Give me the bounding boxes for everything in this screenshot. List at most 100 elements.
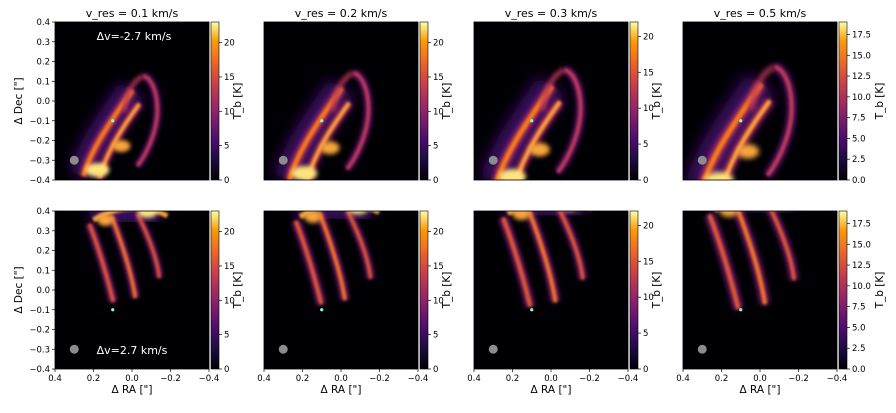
colorbar-tick-label: 17.5 xyxy=(852,30,871,40)
colorbar xyxy=(210,210,220,370)
y-tick-label: −0.4 xyxy=(29,176,50,186)
x-tick-label: 0.4 xyxy=(257,374,271,384)
y-tick-label: 0.4 xyxy=(36,18,50,28)
panel-r0-c0: Δv=-2.7 km/s v_res = 0.1 km/s −0.4 −0.3 −0.2… xyxy=(13,7,244,186)
colorbar-label: T_b [K] xyxy=(651,272,663,310)
panel-r1-c1: 0.4 0.2 0.0 −0.2 −0.4 Δ RA ["] 0 5 10 15 20 T_b [K] xyxy=(257,210,453,396)
y-tick-label: −0.3 xyxy=(29,156,50,166)
beam-ellipse xyxy=(69,344,79,354)
beam-ellipse xyxy=(278,155,288,165)
star-marker xyxy=(111,308,115,312)
x-axis-label: Δ RA ["] xyxy=(740,384,781,396)
x-tick-label: −0.4 xyxy=(618,374,639,384)
panel-r0-c3: v_res = 0.5 km/s 0.0 2.5 5.0 7.5 10.0 12.5 15.0… xyxy=(682,7,886,186)
beam-ellipse xyxy=(69,155,79,165)
x-tick-label: 0.0 xyxy=(544,374,558,384)
colorbar-tick-label: 15 xyxy=(433,262,444,272)
colorbar-label: T_b [K] xyxy=(441,272,453,310)
colorbar-tick-label: 0 xyxy=(643,176,648,186)
colorbar-tick-label: 15 xyxy=(224,262,235,272)
colorbar-tick-label: 7.5 xyxy=(852,114,866,124)
y-tick-label: 0.1 xyxy=(36,266,50,276)
colorbar-tick-label: 15.0 xyxy=(852,51,871,61)
colorbar-tick-label: 5 xyxy=(643,329,648,339)
colorbar-label: T_b [K] xyxy=(874,272,886,310)
y-tick-label: 0.1 xyxy=(36,77,50,87)
colorbar-tick-label: 0.0 xyxy=(852,365,866,375)
beam-ellipse xyxy=(488,155,498,165)
colorbar-tick-label: 5 xyxy=(224,142,229,152)
colorbar xyxy=(629,210,639,370)
column-title: v_res = 0.5 km/s xyxy=(714,7,807,20)
x-tick-label: −0.2 xyxy=(160,374,181,384)
colorbar-tick-label: 10 xyxy=(643,104,654,114)
colorbar-tick-label: 15 xyxy=(224,73,235,83)
colorbar-tick-label: 15 xyxy=(643,68,654,78)
colorbar-label: T_b [K] xyxy=(651,83,663,121)
y-tick-label: 0.2 xyxy=(36,247,50,257)
colorbar xyxy=(838,210,848,370)
colorbar-tick-label: 10 xyxy=(433,296,444,306)
colorbar-tick-label: 12.5 xyxy=(852,72,871,82)
colorbar-tick-label: 0 xyxy=(643,365,648,375)
star-marker xyxy=(320,119,324,123)
y-tick-label: 0.3 xyxy=(36,38,50,48)
y-tick-label: 0.4 xyxy=(36,207,50,217)
panel-r1-c3: 0.4 0.2 0.0 −0.2 −0.4Δ RA ["]0.02.55.07.510.… xyxy=(676,210,886,396)
y-tick-label: 0.0 xyxy=(36,97,50,107)
y-tick-label: −0.2 xyxy=(29,137,50,147)
axes-frame xyxy=(263,21,419,181)
star-marker xyxy=(739,119,743,123)
colorbar-tick-label: 5 xyxy=(224,331,229,341)
colorbar-tick-label: 5 xyxy=(433,142,438,152)
colorbar-tick-label: 15.0 xyxy=(852,240,871,250)
y-tick-label: 0.0 xyxy=(36,286,50,296)
beam-ellipse xyxy=(278,344,288,354)
x-tick-label: 0.4 xyxy=(467,374,481,384)
colorbar-tick-label: 2.5 xyxy=(852,155,866,165)
beam-ellipse xyxy=(697,344,707,354)
colorbar-tick-label: 20 xyxy=(433,39,444,49)
beam-ellipse xyxy=(697,155,707,165)
axes-frame xyxy=(473,21,629,181)
colorbar-tick-label: 0 xyxy=(224,365,229,375)
colorbar-label: T_b [K] xyxy=(232,83,244,121)
column-title: v_res = 0.2 km/s xyxy=(295,7,388,20)
x-tick-label: −0.2 xyxy=(369,374,390,384)
colorbar-tick-label: 10 xyxy=(224,107,235,117)
colorbar-tick-label: 0.0 xyxy=(852,176,866,186)
star-marker xyxy=(111,119,115,123)
column-title: v_res = 0.3 km/s xyxy=(505,7,598,20)
y-tick-label: −0.1 xyxy=(29,306,50,316)
colorbar-label: T_b [K] xyxy=(232,272,244,310)
colorbar-tick-label: 10 xyxy=(433,107,444,117)
x-tick-label: 0.2 xyxy=(715,374,729,384)
colorbar-tick-label: 7.5 xyxy=(852,303,866,313)
colorbar-tick-label: 0 xyxy=(433,365,438,375)
colorbar-tick-label: 5 xyxy=(433,331,438,341)
panel-r0-c2: v_res = 0.3 km/s 0 5 10 15 20 T_b [K] xyxy=(473,7,663,186)
star-marker xyxy=(739,308,743,312)
colorbar-label: T_b [K] xyxy=(441,83,453,121)
colorbar-tick-label: 5 xyxy=(643,140,648,150)
x-tick-label: 0.2 xyxy=(506,374,520,384)
colorbar-tick-label: 12.5 xyxy=(852,261,871,271)
y-tick-label: −0.3 xyxy=(29,345,50,355)
panel-r1-c2: 0.4 0.2 0.0 −0.2 −0.4 Δ RA ["] 0 5 10 15 20 T_b [K] xyxy=(467,210,663,396)
colorbar-tick-label: 10.0 xyxy=(852,282,871,292)
colorbar-tick-label: 10 xyxy=(643,293,654,303)
x-tick-label: 0.4 xyxy=(676,374,690,384)
x-tick-label: −0.4 xyxy=(827,374,848,384)
colorbar xyxy=(419,210,429,370)
axes-frame xyxy=(682,21,838,181)
colorbar-tick-label: 17.5 xyxy=(852,219,871,229)
x-tick-label: 0.4 xyxy=(48,374,62,384)
y-axis-label: Δ Dec ["] xyxy=(13,266,25,313)
colorbar-tick-label: 0 xyxy=(433,176,438,186)
colorbar-tick-label: 20 xyxy=(224,39,235,49)
y-tick-label: −0.4 xyxy=(29,365,50,375)
x-tick-label: 0.0 xyxy=(334,374,348,384)
x-tick-label: −0.2 xyxy=(788,374,809,384)
colorbar-tick-label: 20 xyxy=(433,228,444,238)
colorbar-tick-label: 20 xyxy=(643,32,654,42)
